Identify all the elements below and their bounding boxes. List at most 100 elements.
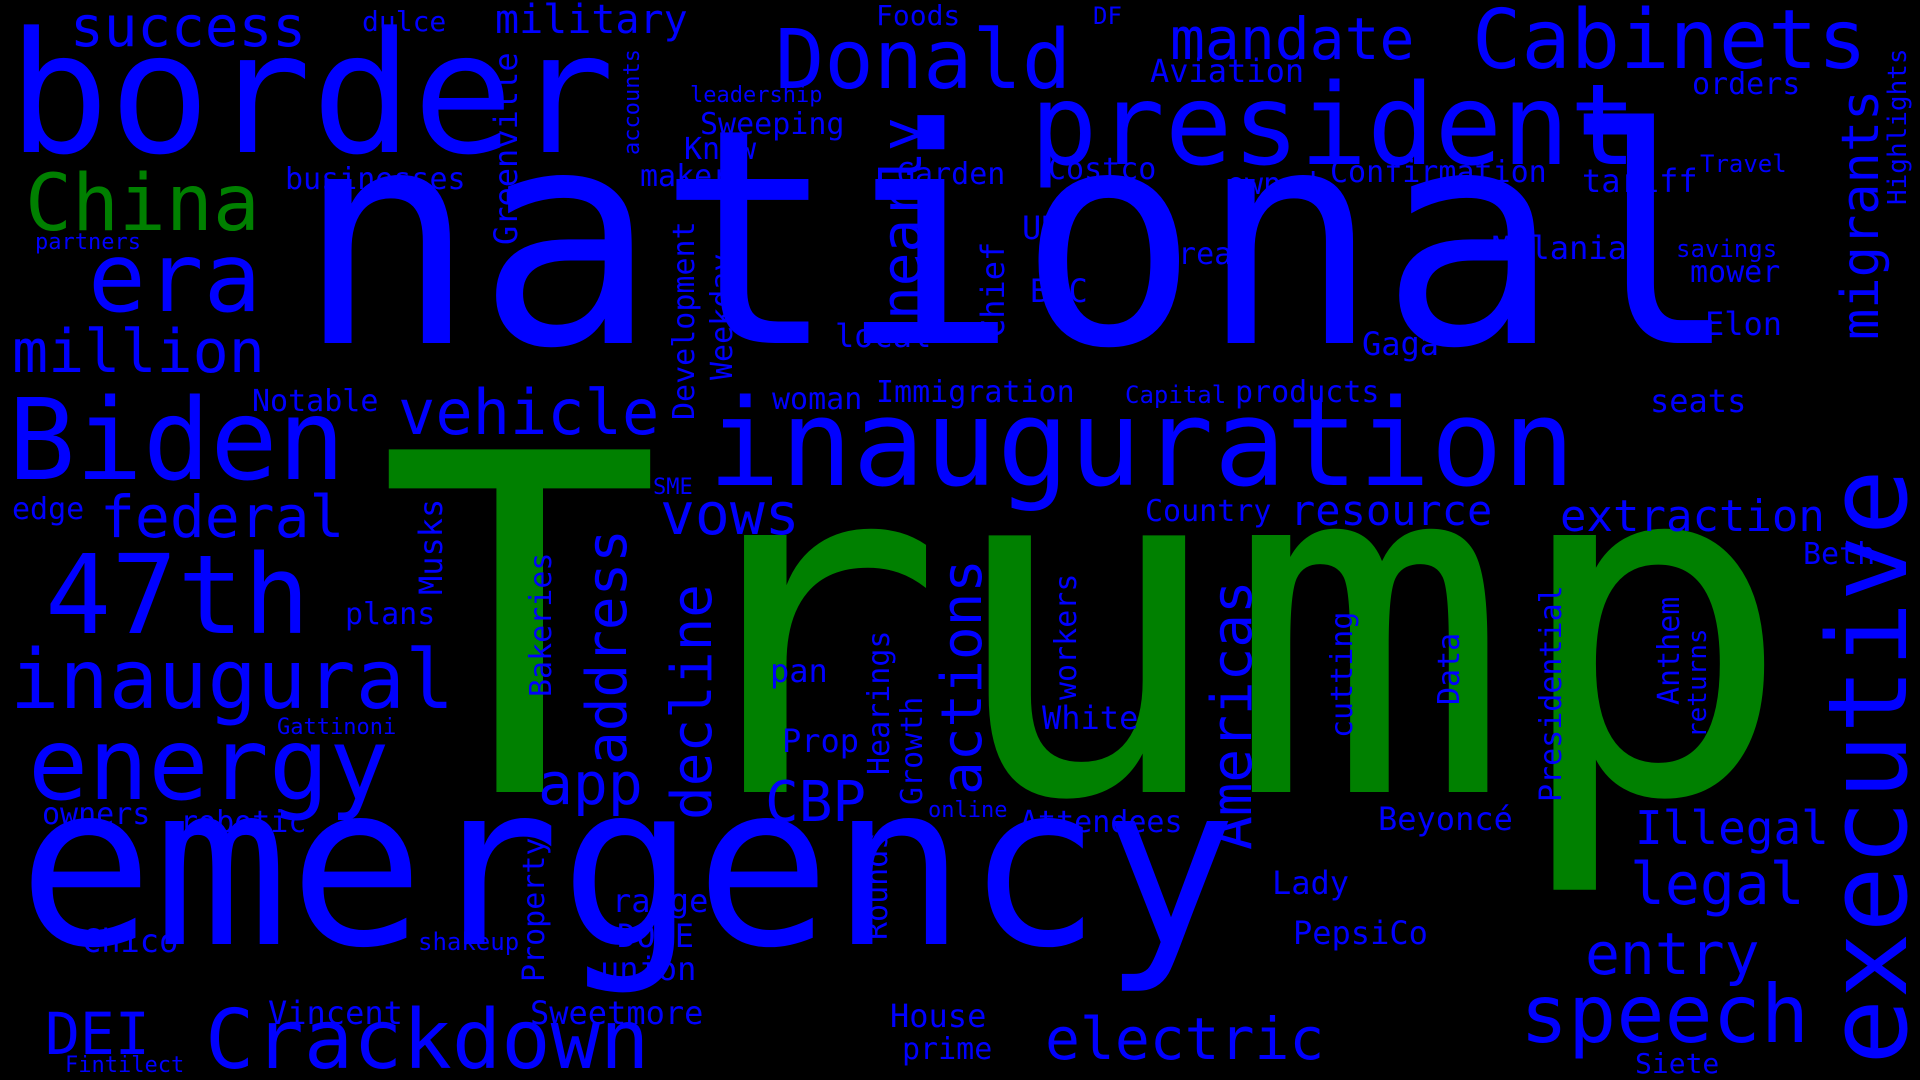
word-mandate: mandate bbox=[1170, 5, 1415, 73]
word-property: Property bbox=[517, 837, 552, 983]
word-notable: Notable bbox=[252, 384, 379, 419]
word-legal: legal bbox=[1630, 850, 1805, 918]
word-lady: Lady bbox=[1272, 864, 1350, 902]
word-chief: Chief bbox=[974, 241, 1012, 338]
word-sweeping: Sweeping bbox=[700, 107, 845, 142]
word-presidential: Presidential bbox=[1534, 585, 1569, 802]
word-sme: SME bbox=[653, 475, 693, 500]
word-cbp: CBP bbox=[765, 770, 867, 835]
word-illegal: Illegal bbox=[1635, 801, 1829, 855]
word-chico: Chico bbox=[82, 922, 179, 960]
word-decline: decline bbox=[660, 583, 725, 820]
word-vehicle: vehicle bbox=[398, 376, 660, 449]
word-address: address bbox=[575, 528, 640, 765]
word-crackdown: Crackdown bbox=[205, 993, 650, 1080]
word-elon: Elon bbox=[1705, 305, 1783, 343]
word-costco: Costco bbox=[1048, 152, 1157, 187]
word-sweetmore: Sweetmore bbox=[530, 994, 704, 1032]
word-growth: Growth bbox=[895, 696, 930, 805]
word-trump: Trump bbox=[378, 356, 1793, 903]
word-bakeries: Bakeries bbox=[524, 552, 559, 698]
word-edge: edge bbox=[12, 492, 85, 527]
word-house: House bbox=[890, 997, 987, 1035]
word-cutting: cutting bbox=[1325, 611, 1360, 738]
word-47th: 47th bbox=[45, 531, 310, 659]
word-immigration: Immigration bbox=[876, 375, 1075, 410]
word-musks: Musks bbox=[412, 498, 450, 595]
word-products: products bbox=[1235, 375, 1380, 410]
word-hearings: Hearings bbox=[862, 630, 897, 776]
word-attendees: Attendees bbox=[1020, 805, 1183, 840]
word-national: national bbox=[296, 65, 1741, 414]
word-online: online bbox=[928, 798, 1008, 823]
word-owned: owned bbox=[1227, 167, 1318, 202]
word-beth: Beth bbox=[1803, 537, 1876, 572]
word-speech: speech bbox=[1520, 968, 1809, 1061]
word-travel: Travel bbox=[1700, 150, 1787, 178]
word-president: president bbox=[1030, 61, 1637, 191]
word-local: local bbox=[835, 317, 932, 355]
word-extraction: extraction bbox=[1560, 491, 1825, 542]
word-gattinoni: Gattinoni bbox=[277, 715, 397, 740]
word-military: military bbox=[495, 0, 688, 43]
word-cabinets: Cabinets bbox=[1472, 0, 1867, 88]
word-actions: actions bbox=[930, 558, 995, 795]
word-shakeup: shakeup bbox=[418, 928, 520, 956]
word-pan: pan bbox=[770, 652, 828, 690]
word-maker: maker bbox=[640, 159, 731, 194]
word-federal: federal bbox=[100, 483, 345, 551]
word-beyonce: Beyoncé bbox=[1378, 800, 1513, 838]
word-energy: energy bbox=[28, 706, 390, 823]
word-migrants: migrants bbox=[1831, 89, 1891, 340]
word-entry: entry bbox=[1585, 920, 1760, 988]
word-donald: Donald bbox=[775, 13, 1072, 108]
word-era: era bbox=[88, 222, 262, 334]
word-pepsico: PepsiCo bbox=[1293, 914, 1428, 952]
word-app: app bbox=[538, 750, 643, 818]
word-inauguration: inauguration bbox=[708, 375, 1575, 514]
word-capital: Capital bbox=[1125, 381, 1227, 409]
word-prime: prime bbox=[902, 1032, 993, 1067]
word-siete: Siete bbox=[1635, 1047, 1720, 1080]
word-confirmation: Confirmation bbox=[1330, 155, 1547, 190]
word-dei: DEI bbox=[45, 1000, 150, 1068]
word-orders: orders bbox=[1692, 67, 1801, 102]
word-uk: UK bbox=[1022, 209, 1061, 247]
word-border: border bbox=[8, 0, 615, 192]
word-bbc: BBC bbox=[1030, 272, 1088, 310]
word-vincent: Vincent bbox=[268, 994, 403, 1032]
word-mower: mower bbox=[1690, 255, 1781, 290]
word-seats: seats bbox=[1650, 382, 1747, 420]
word-prop: Prop bbox=[782, 722, 860, 760]
word-plans: plans bbox=[345, 597, 436, 632]
word-workers: workers bbox=[1049, 573, 1084, 700]
word-doge: DOGE bbox=[617, 917, 695, 955]
word-melania: Melania bbox=[1492, 229, 1627, 267]
word-biden: Biden bbox=[8, 376, 346, 506]
word-savings: savings bbox=[1676, 235, 1778, 263]
word-nearly: nearly bbox=[870, 117, 935, 320]
word-highlights: Highlights bbox=[1883, 48, 1913, 205]
word-leadership: leadership bbox=[690, 83, 823, 108]
word-woman: woman bbox=[772, 382, 863, 417]
word-businesses: businesses bbox=[285, 162, 466, 197]
word-robotic: robotic bbox=[180, 805, 307, 840]
word-dulce: dulce bbox=[362, 5, 447, 38]
word-anthem: Anthem bbox=[1652, 596, 1687, 705]
word-americas: Americas bbox=[1200, 580, 1265, 850]
word-development: Development bbox=[667, 221, 702, 420]
word-range: range bbox=[612, 882, 709, 920]
word-know: Know bbox=[684, 132, 757, 167]
word-china: China bbox=[25, 159, 260, 249]
word-weekday: Weekday bbox=[705, 253, 740, 380]
word-success: success bbox=[70, 0, 307, 60]
word-rounds: Rounds bbox=[860, 831, 895, 940]
word-foods: Foods bbox=[876, 0, 961, 32]
word-inaugural: inaugural bbox=[10, 633, 455, 728]
word-area: area bbox=[1160, 237, 1233, 272]
word-million: million bbox=[12, 317, 265, 387]
word-returns: returns bbox=[1683, 628, 1713, 738]
word-white: White bbox=[1042, 699, 1139, 737]
word-vows: vows bbox=[660, 480, 800, 548]
